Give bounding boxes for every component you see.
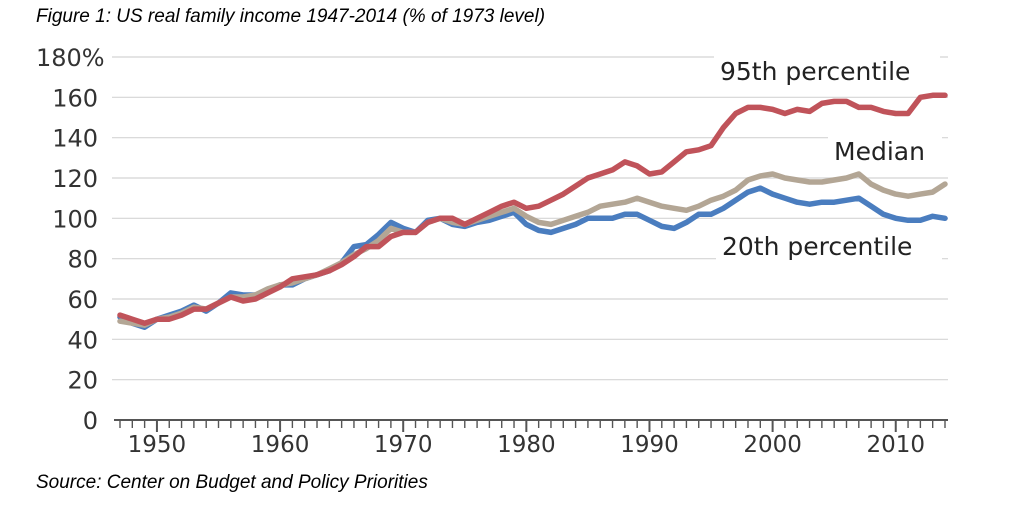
series-label: 20th percentile: [722, 232, 912, 261]
x-tick-label: 1950: [128, 432, 187, 458]
label-backdrop: [716, 231, 942, 263]
y-axis-ticks: 180% 160 140 120 100 80 60 40 20 0: [36, 44, 105, 435]
y-tick-label: 40: [67, 326, 98, 354]
y-tick-label: 20: [67, 367, 98, 395]
y-tick-label: 180%: [36, 44, 105, 72]
label-backdrop: [828, 136, 942, 168]
y-tick-label: 60: [67, 286, 98, 314]
y-tick-label: 160: [52, 84, 98, 112]
x-tick-label: 2010: [866, 432, 925, 458]
y-tick-label: 120: [52, 165, 98, 193]
x-tick-label: 1990: [620, 432, 679, 458]
x-tick-label: 1970: [374, 432, 433, 458]
y-tick-label: 140: [52, 125, 98, 153]
y-tick-label: 100: [52, 205, 98, 233]
series-label: Median: [834, 137, 925, 166]
x-axis: 1950 1960 1970 1980 1990 2000 2010: [114, 419, 948, 458]
y-tick-label: 0: [83, 407, 98, 435]
source-note: Source: Center on Budget and Policy Prio…: [36, 472, 428, 493]
label-backdrop: [714, 56, 940, 88]
figure-title: Figure 1: US real family income 1947-201…: [36, 6, 546, 27]
series-lines: [117, 92, 948, 330]
series-line-95th-percentile: [117, 92, 948, 326]
y-tick-label: 80: [67, 246, 98, 274]
series-labels: 95th percentile Median 20th percentile: [714, 56, 942, 263]
x-tick-label: 1960: [251, 432, 310, 458]
x-tick-label: 2000: [743, 432, 802, 458]
series-line-median: [117, 171, 948, 328]
x-tick-label: 1980: [497, 432, 556, 458]
series-label: 95th percentile: [720, 57, 910, 86]
